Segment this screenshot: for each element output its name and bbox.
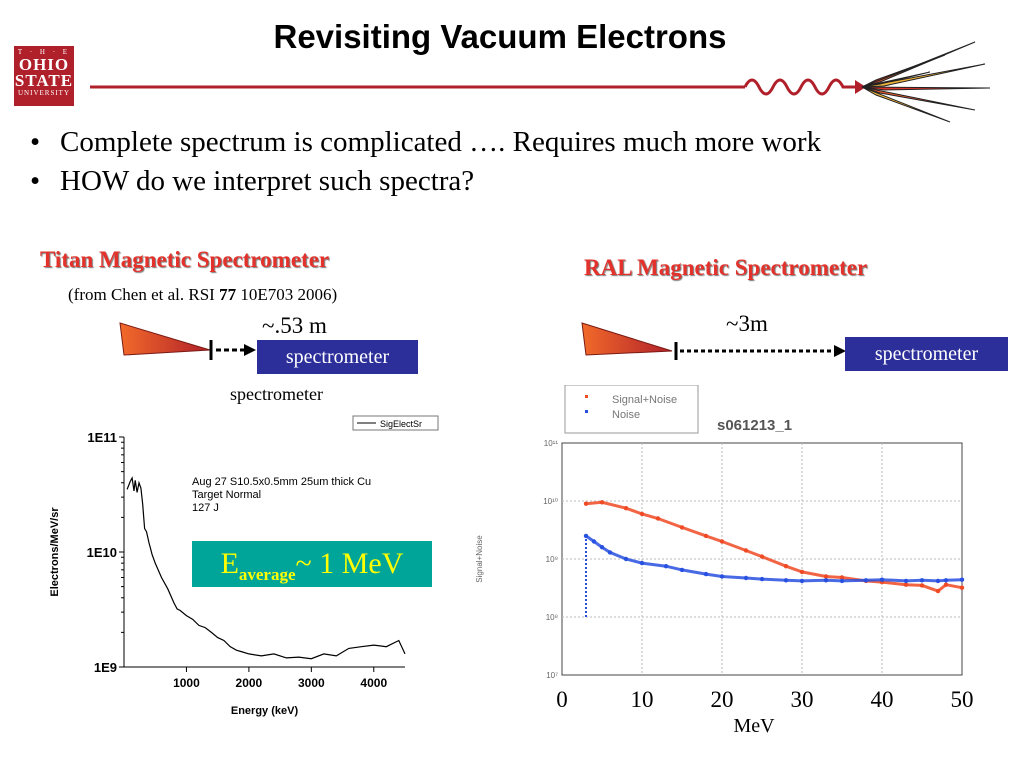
- titan-heading: Titan Magnetic Spectrometer: [40, 247, 330, 272]
- average-energy-label: Eaverage~ 1 MeV: [192, 541, 432, 587]
- legend-label: Signal+Noise: [612, 394, 677, 406]
- chart-legend: [352, 415, 439, 431]
- series-trace: [585, 534, 963, 583]
- y-axis-label: Electrons/MeV/sr: [49, 507, 61, 597]
- titan-spectrometer-box: spectrometer: [257, 340, 418, 374]
- x-tick-label: 1000: [173, 676, 200, 690]
- titan-spectrum-chart: SigElectSr 1E9 1E10 1E11 1000 2000 3000 4000 En…: [49, 415, 439, 717]
- bullet-item: • Complete spectrum is complicated …. Req…: [30, 126, 822, 158]
- legend-label: Noise: [612, 409, 640, 421]
- y-tick-label: 10¹¹: [544, 439, 559, 448]
- x-axis-label: MeV: [733, 715, 775, 737]
- ral-distance: ~3m: [726, 311, 768, 336]
- y-tick-label: 10⁷: [546, 671, 558, 680]
- arrow-icon: [244, 344, 256, 356]
- chart-legend: [564, 385, 699, 434]
- slide-title: Revisiting Vacuum Electrons: [273, 18, 727, 55]
- annotation-line: Aug 27 S10.5x0.5mm 25um thick Cu: [192, 476, 371, 488]
- bullet-list: • Complete spectrum is complicated …. Req…: [30, 126, 821, 204]
- titan-caption: spectrometer: [230, 384, 323, 404]
- series-line-sigelectsr: [126, 476, 406, 660]
- burst-icon: [861, 41, 991, 123]
- series-noise: [583, 533, 965, 584]
- target-cone-icon: [581, 322, 673, 356]
- bullet-item: • HOW do we interpret such spectra?: [30, 165, 475, 197]
- titan-distance: ~.53 m: [262, 313, 327, 338]
- y-tick-label: 10⁸: [546, 613, 558, 622]
- logo-line-1: T · H · E: [17, 48, 71, 56]
- logo-line-2: OHIO: [18, 55, 70, 74]
- legend-marker: [585, 410, 588, 413]
- arrow-head-icon: [855, 80, 866, 94]
- x-axis-label: Energy (keV): [231, 705, 299, 717]
- x-tick-label: 4000: [360, 676, 387, 690]
- header-decoration: [90, 41, 991, 123]
- x-tick-label: 3000: [298, 676, 325, 690]
- x-tick-label: 30: [791, 687, 814, 712]
- x-tick-label: 10: [631, 687, 654, 712]
- legend-marker: [585, 395, 588, 398]
- university-logo: T · H · E OHIO STATE UNIVERSITY: [14, 46, 74, 106]
- legend-label: SigElectSr: [380, 419, 422, 429]
- series-signal-noise: [583, 500, 965, 594]
- ral-heading: RAL Magnetic Spectrometer: [584, 255, 868, 280]
- annotation-line: 127 J: [192, 502, 219, 514]
- titan-beam-diagram: [119, 322, 256, 360]
- arrow-icon: [834, 345, 846, 357]
- x-tick-label: 50: [951, 687, 974, 712]
- annotation-line: Target Normal: [192, 489, 261, 501]
- y-tick-label: 1E9: [94, 660, 117, 675]
- ral-beam-diagram: [581, 322, 846, 360]
- ral-spectrometer-box: spectrometer: [845, 337, 1008, 371]
- x-tick-label: 40: [871, 687, 894, 712]
- y-tick-label: 10⁹: [546, 555, 558, 564]
- x-tick-label: 20: [711, 687, 734, 712]
- y-tick-label: 1E10: [87, 545, 117, 560]
- x-tick-label: 0: [556, 687, 568, 712]
- y-tick-label: 10¹⁰: [543, 497, 558, 506]
- titan-citation: (from Chen et al. RSI 77 10E703 2006): [68, 285, 338, 304]
- y-axis-label: Signal+Noise: [475, 535, 484, 583]
- logo-line-4: UNIVERSITY: [18, 89, 70, 97]
- ral-spectrum-chart: Signal+Noise Noise s061213_1 10⁷ 10⁸ 10⁹ 10…: [475, 385, 974, 737]
- logo-line-3: STATE: [14, 71, 74, 90]
- x-tick-label: 2000: [236, 676, 263, 690]
- series-trace: [585, 500, 963, 593]
- wave-icon: [743, 78, 855, 96]
- chart-title: s061213_1: [717, 417, 792, 434]
- y-tick-label: 1E11: [87, 430, 117, 445]
- target-cone-icon: [119, 322, 211, 356]
